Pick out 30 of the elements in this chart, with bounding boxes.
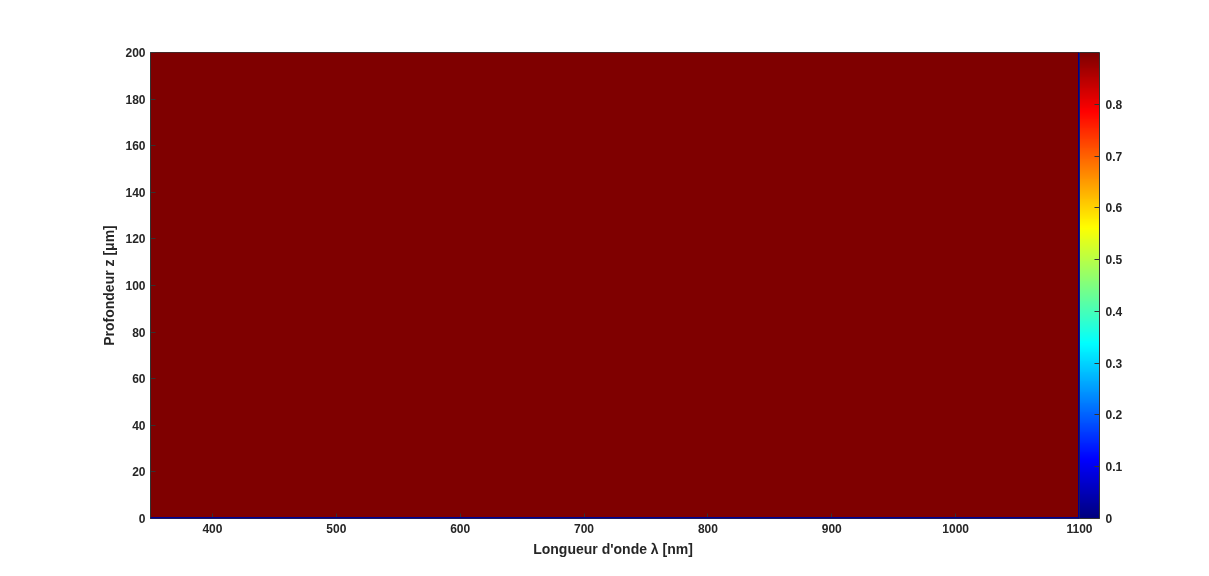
x-tick-label: 400 xyxy=(202,521,223,536)
x-tick-label: 1100 xyxy=(1066,521,1093,536)
color-bar-label: 0.4 xyxy=(1105,304,1123,319)
color-bar-label: 0.6 xyxy=(1105,201,1123,216)
y-tick-label: 140 xyxy=(125,185,146,200)
color-bar-label: 0.3 xyxy=(1105,356,1123,371)
x-tick-label: 800 xyxy=(697,521,719,536)
y-tick-label: 160 xyxy=(125,139,146,154)
color-bar-label: 0.5 xyxy=(1105,253,1123,268)
y-tick-label: 20 xyxy=(132,465,146,480)
x-tick-label: 700 xyxy=(574,521,595,536)
y-tick-label: 180 xyxy=(125,92,146,107)
x-tick-label: 1000 xyxy=(942,521,970,536)
color-bar-label: 0 xyxy=(1105,512,1113,526)
y-tick-label: 200 xyxy=(125,46,146,60)
y-tick-label: 100 xyxy=(125,279,146,293)
y-tick-label: 0 xyxy=(138,512,146,526)
color-bar-label: 0.2 xyxy=(1105,408,1123,423)
x-tick-label: 600 xyxy=(450,521,471,536)
y-axis-title: Profondeur z [μm] xyxy=(101,225,118,346)
y-tick-label: 40 xyxy=(132,418,146,433)
color-bar-label: 0.8 xyxy=(1105,97,1123,112)
color-bar-label: 0.1 xyxy=(1105,460,1123,475)
y-tick-label: 60 xyxy=(132,372,146,387)
y-tick-label: 120 xyxy=(125,232,146,247)
x-tick-label: 500 xyxy=(326,521,347,536)
x-axis-title: Longueur d'onde λ [nm] xyxy=(533,540,693,557)
color-bar-label: 0.7 xyxy=(1105,149,1123,164)
y-tick-label: 80 xyxy=(132,325,146,340)
x-tick-label: 900 xyxy=(821,521,843,536)
